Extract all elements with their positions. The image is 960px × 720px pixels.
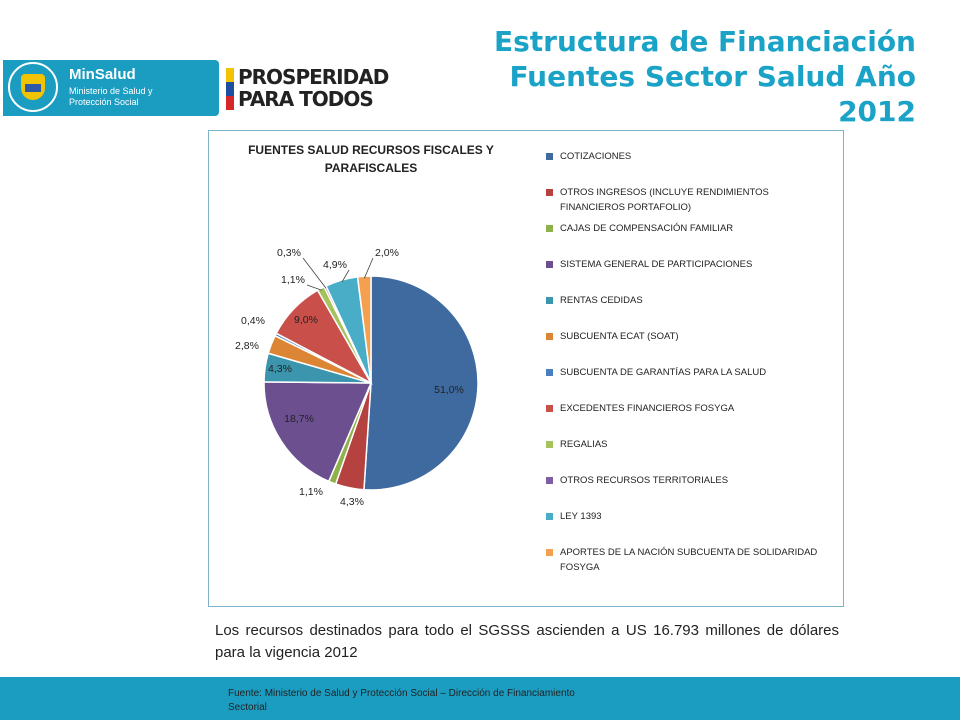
legend-label: SUBCUENTA DE GARANTÍAS PARA LA SALUD (560, 367, 767, 378)
legend-swatch (546, 189, 553, 196)
prosperidad-logo: PROSPERIDAD PARA TODOS (226, 66, 406, 112)
legend-swatch (546, 441, 553, 448)
minsalud-name: MinSalud (69, 66, 136, 83)
title-line-2: Fuentes Sector Salud Año (509, 60, 916, 93)
legend-label: CAJAS DE COMPENSACIÓN FAMILIAR (560, 223, 734, 234)
data-label: 18,7% (284, 413, 314, 425)
legend-label: OTROS RECURSOS TERRITORIALES (560, 475, 729, 486)
title-line-3: 2012 (838, 95, 916, 128)
legend-swatch (546, 513, 553, 520)
legend-swatch (546, 153, 553, 160)
flag-red-bar (226, 96, 234, 110)
data-label: 4,9% (323, 259, 347, 271)
data-label: 51,0% (434, 384, 464, 396)
data-label: 0,3% (277, 247, 301, 259)
legend-label: COTIZACIONES (560, 151, 632, 162)
prosperidad-line-1: PROSPERIDAD (238, 65, 389, 89)
legend-label: LEY 1393 (560, 511, 602, 522)
minsalud-subtitle: Ministerio de Salud y Protección Social (69, 86, 153, 107)
label-leader-line (364, 257, 374, 279)
footer-bar: Fuente: Ministerio de Salud y Protección… (0, 677, 960, 720)
page-title: Estructura de Financiación Fuentes Secto… (396, 24, 916, 129)
chart-container: FUENTES SALUD RECURSOS FISCALES Y PARAFI… (208, 130, 844, 607)
data-label: 0,4% (241, 315, 265, 327)
legend-label: APORTES DE LA NACIÓN SUBCUENTA DE SOLIDA… (560, 547, 818, 573)
colombia-seal-icon (8, 62, 58, 112)
pie-slice (356, 275, 372, 384)
data-label: 1,1% (281, 274, 305, 286)
data-label: 9,0% (294, 314, 318, 326)
legend-label: RENTAS CEDIDAS (560, 295, 643, 306)
data-label: 4,3% (268, 363, 292, 375)
legend-label: EXCEDENTES FINANCIEROS FOSYGA (560, 403, 735, 414)
flag-yellow-bar (226, 68, 234, 82)
pie-slice (263, 381, 373, 483)
legend-swatch (546, 333, 553, 340)
title-line-1: Estructura de Financiación (493, 25, 916, 58)
prosperidad-line-2: PARA TODOS (238, 87, 374, 111)
pie-slice (363, 275, 479, 491)
data-label: 2,0% (375, 247, 399, 259)
legend-swatch (546, 477, 553, 484)
source-note: Fuente: Ministerio de Salud y Protección… (228, 688, 575, 713)
pie-chart: 51,0% 4,3% 1,1% 18,7% 4,3% 2,8% 0,4% 9,0% 1,1% 0,… (235, 247, 479, 508)
minsalud-logo: MinSalud Ministerio de Salud y Protecció… (3, 60, 219, 116)
label-leader-line (306, 284, 322, 291)
legend-swatch (546, 225, 553, 232)
legend-swatch (546, 549, 553, 556)
flag-blue-bar (226, 82, 234, 96)
legend-label: SUBCUENTA ECAT (SOAT) (560, 331, 679, 342)
legend-label: SISTEMA GENERAL DE PARTICIPACIONES (560, 259, 753, 270)
legend-label: OTROS INGRESOS (INCLUYE RENDIMIENTOS FIN… (560, 187, 769, 213)
legend-swatch (546, 369, 553, 376)
legend-swatch (546, 261, 553, 268)
label-leader-line (341, 269, 350, 283)
data-label: 1,1% (299, 486, 323, 498)
chart-title: FUENTES SALUD RECURSOS FISCALES Y PARAFI… (248, 143, 494, 175)
data-label: 2,8% (235, 340, 259, 352)
legend-swatch (546, 297, 553, 304)
legend-swatch (546, 405, 553, 412)
summary-text: Los recursos destinados para todo el SGS… (215, 622, 839, 661)
legend-label: REGALIAS (560, 439, 608, 450)
data-label: 4,3% (340, 496, 364, 508)
label-leader-line (302, 257, 327, 289)
